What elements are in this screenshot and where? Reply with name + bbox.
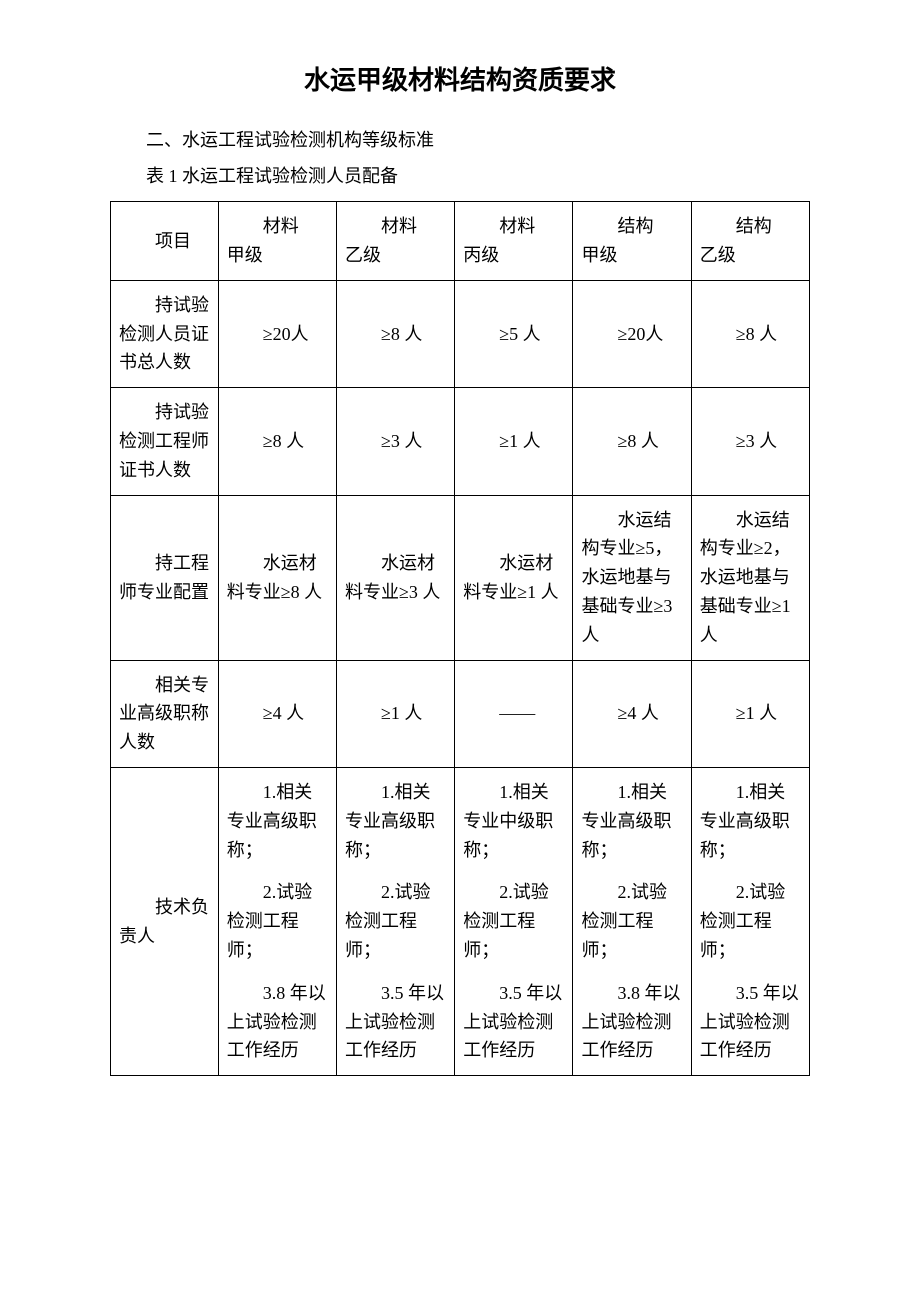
table-cell: ≥1 人 [337, 660, 455, 767]
table-cell: ≥8 人 [573, 388, 691, 495]
row-label: 持试验检测人员证书总人数 [111, 280, 219, 387]
row-label: 技术负责人 [111, 767, 219, 1075]
table-cell: 1.相关专业高级职称；2.试验检测工程师；3.8 年以上试验检测工作经历 [573, 767, 691, 1075]
table-cell: ≥1 人 [691, 660, 809, 767]
table-cell: ≥20人 [218, 280, 336, 387]
header-col: 材料丙级 [455, 202, 573, 281]
table-cell: 1.相关专业高级职称；2.试验检测工程师；3.8 年以上试验检测工作经历 [218, 767, 336, 1075]
table-cell: ≥8 人 [691, 280, 809, 387]
header-col: 材料乙级 [337, 202, 455, 281]
row-label: 相关专业高级职称人数 [111, 660, 219, 767]
table-cell: ≥8 人 [337, 280, 455, 387]
table-cell: ≥20人 [573, 280, 691, 387]
table-cell: 水运结构专业≥2，水运地基与基础专业≥1人 [691, 495, 809, 660]
table-cell: 1.相关专业高级职称；2.试验检测工程师；3.5 年以上试验检测工作经历 [691, 767, 809, 1075]
row-label: 持试验检测工程师证书人数 [111, 388, 219, 495]
table-cell: 水运材料专业≥1 人 [455, 495, 573, 660]
header-col: 结构甲级 [573, 202, 691, 281]
table-cell: ≥3 人 [691, 388, 809, 495]
table-cell: 水运材料专业≥8 人 [218, 495, 336, 660]
table-cell: —— [455, 660, 573, 767]
table-cell: ≥1 人 [455, 388, 573, 495]
table-cell: 水运材料专业≥3 人 [337, 495, 455, 660]
table-cell: 水运结构专业≥5，水运地基与基础专业≥3人 [573, 495, 691, 660]
table-caption: 表 1 水运工程试验检测人员配备 [110, 162, 810, 191]
header-col: 结构乙级 [691, 202, 809, 281]
table-cell: ≥3 人 [337, 388, 455, 495]
table-cell: 1.相关专业高级职称；2.试验检测工程师；3.5 年以上试验检测工作经历 [337, 767, 455, 1075]
section-subtitle: 二、水运工程试验检测机构等级标准 [110, 126, 810, 155]
personnel-table: 项目材料甲级材料乙级材料丙级结构甲级结构乙级持试验检测人员证书总人数≥20人≥8… [110, 201, 810, 1076]
header-col: 材料甲级 [218, 202, 336, 281]
table-cell: 1.相关专业中级职称；2.试验检测工程师；3.5 年以上试验检测工作经历 [455, 767, 573, 1075]
table-cell: ≥5 人 [455, 280, 573, 387]
table-cell: ≥8 人 [218, 388, 336, 495]
row-label: 持工程师专业配置 [111, 495, 219, 660]
page-title: 水运甲级材料结构资质要求 [110, 60, 810, 102]
header-item: 项目 [111, 202, 219, 281]
table-cell: ≥4 人 [573, 660, 691, 767]
table-cell: ≥4 人 [218, 660, 336, 767]
